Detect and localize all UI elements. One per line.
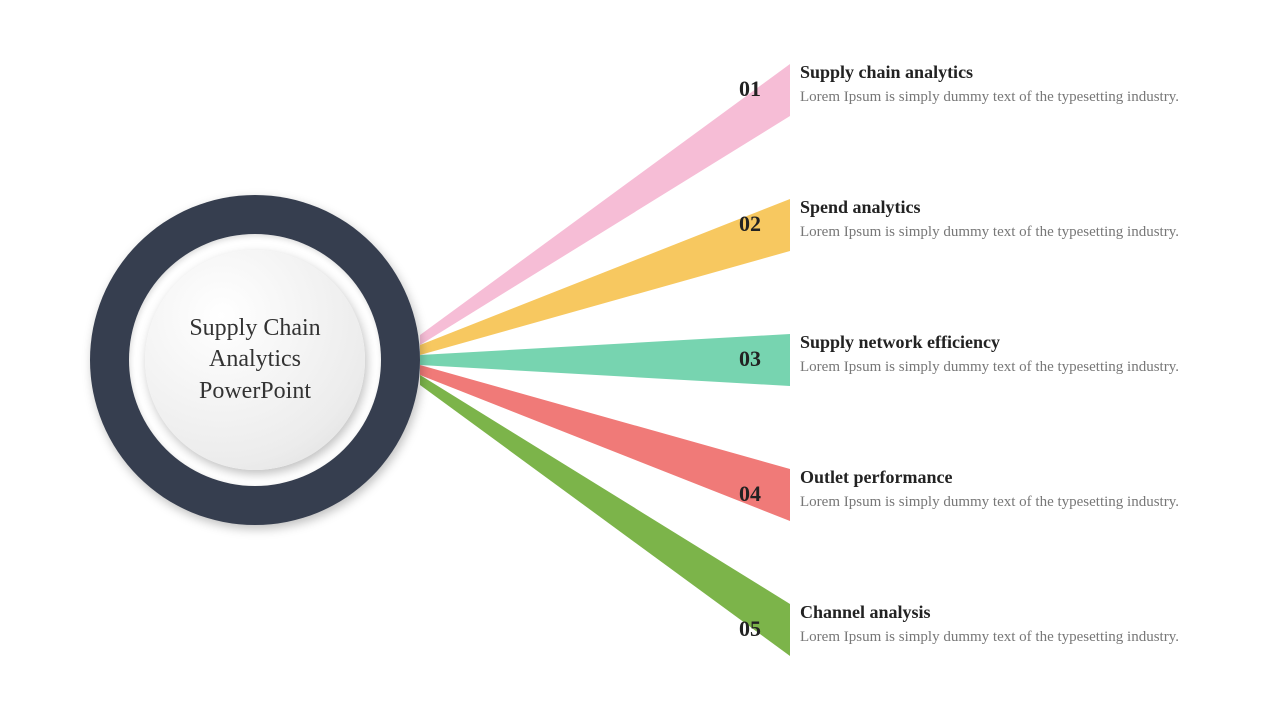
item-title-2: Spend analytics (800, 197, 1230, 218)
item-title-1: Supply chain analytics (800, 62, 1230, 83)
item-desc-5: Lorem Ipsum is simply dummy text of the … (800, 627, 1230, 647)
center-ring-inner: Supply Chain Analytics PowerPoint (145, 250, 365, 470)
item-number-5: 05 (720, 616, 780, 642)
item-number-2: 02 (720, 211, 780, 237)
item-number-4: 04 (720, 481, 780, 507)
center-title: Supply Chain Analytics PowerPoint (165, 313, 345, 407)
item-block-5: Channel analysis Lorem Ipsum is simply du… (800, 602, 1230, 647)
item-block-1: Supply chain analytics Lorem Ipsum is sim… (800, 62, 1230, 107)
item-desc-2: Lorem Ipsum is simply dummy text of the … (800, 222, 1230, 242)
item-desc-3: Lorem Ipsum is simply dummy text of the … (800, 357, 1230, 377)
item-number-1: 01 (720, 76, 780, 102)
item-desc-1: Lorem Ipsum is simply dummy text of the … (800, 87, 1230, 107)
item-block-2: Spend analytics Lorem Ipsum is simply dum… (800, 197, 1230, 242)
item-block-3: Supply network efficiency Lorem Ipsum is … (800, 332, 1230, 377)
item-title-5: Channel analysis (800, 602, 1230, 623)
item-desc-4: Lorem Ipsum is simply dummy text of the … (800, 492, 1230, 512)
item-block-4: Outlet performance Lorem Ipsum is simply … (800, 467, 1230, 512)
item-number-3: 03 (720, 346, 780, 372)
item-title-4: Outlet performance (800, 467, 1230, 488)
item-title-3: Supply network efficiency (800, 332, 1230, 353)
